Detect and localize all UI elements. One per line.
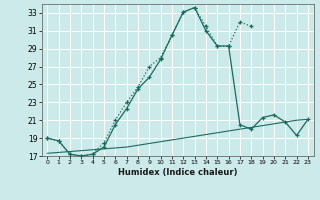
X-axis label: Humidex (Indice chaleur): Humidex (Indice chaleur) xyxy=(118,168,237,177)
